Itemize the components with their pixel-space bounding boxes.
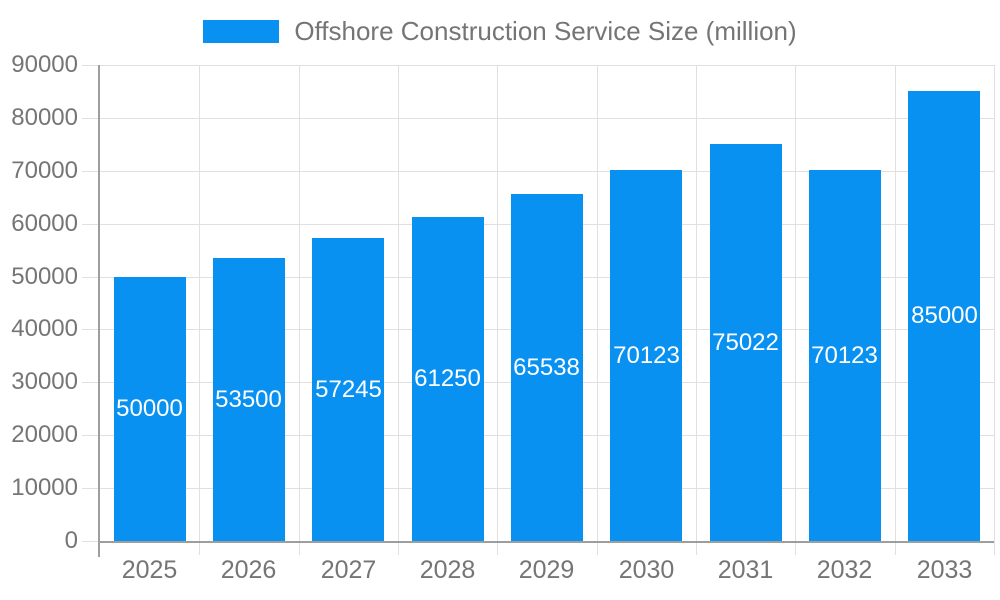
x-tick-label: 2029 xyxy=(518,556,575,584)
y-tick-label: 80000 xyxy=(11,104,78,131)
x-axis-tick xyxy=(299,541,300,555)
y-tick-label: 20000 xyxy=(11,421,78,448)
y-axis-tick xyxy=(82,171,100,172)
y-axis-tick xyxy=(82,224,100,225)
x-gridline xyxy=(497,65,498,541)
bar-value-label: 61250 xyxy=(414,365,481,392)
bar[interactable] xyxy=(610,170,682,541)
x-gridline xyxy=(398,65,399,541)
x-axis-tick xyxy=(895,541,896,555)
y-axis-tick xyxy=(82,277,100,278)
bar-value-label: 85000 xyxy=(911,302,978,329)
y-axis-tick xyxy=(82,435,100,436)
y-tick-label: 0 xyxy=(64,527,78,554)
y-axis-line xyxy=(98,65,100,557)
x-gridline xyxy=(299,65,300,541)
bar-value-label: 75022 xyxy=(712,329,779,356)
x-axis-tick xyxy=(994,541,995,555)
x-gridline xyxy=(199,65,200,541)
x-tick-label: 2025 xyxy=(121,556,178,584)
y-tick-label: 50000 xyxy=(11,263,78,290)
bar[interactable] xyxy=(908,91,980,541)
y-axis-tick xyxy=(82,382,100,383)
legend[interactable]: Offshore Construction Service Size (mill… xyxy=(0,16,1000,47)
y-tick-label: 40000 xyxy=(11,315,78,342)
x-axis-tick xyxy=(795,541,796,555)
x-axis-tick xyxy=(597,541,598,555)
bar-value-label: 53500 xyxy=(215,386,282,413)
bar[interactable] xyxy=(114,277,186,541)
y-axis-tick xyxy=(82,488,100,489)
y-gridline xyxy=(100,171,994,172)
x-axis-tick xyxy=(398,541,399,555)
x-tick-label: 2028 xyxy=(419,556,476,584)
x-tick-label: 2032 xyxy=(816,556,873,584)
x-tick-label: 2031 xyxy=(717,556,774,584)
bar[interactable] xyxy=(809,170,881,541)
y-axis-tick xyxy=(82,65,100,66)
y-tick-label: 70000 xyxy=(11,157,78,184)
x-gridline xyxy=(994,65,995,541)
x-tick-label: 2027 xyxy=(320,556,377,584)
x-gridline xyxy=(895,65,896,541)
bar[interactable] xyxy=(710,144,782,541)
y-axis-tick xyxy=(82,118,100,119)
bar-value-label: 57245 xyxy=(315,376,382,403)
y-tick-label: 90000 xyxy=(11,51,78,78)
bar-value-label: 65538 xyxy=(513,354,580,381)
bar-value-label: 70123 xyxy=(811,342,878,369)
y-tick-label: 30000 xyxy=(11,368,78,395)
x-gridline xyxy=(597,65,598,541)
x-axis-tick xyxy=(696,541,697,555)
y-axis-tick xyxy=(82,329,100,330)
legend-swatch xyxy=(203,20,280,43)
y-tick-label: 60000 xyxy=(11,210,78,237)
y-axis-tick xyxy=(82,541,100,542)
x-axis-tick xyxy=(497,541,498,555)
x-axis-line xyxy=(98,541,994,543)
bar-value-label: 50000 xyxy=(116,395,183,422)
x-tick-label: 2033 xyxy=(916,556,973,584)
y-gridline xyxy=(100,65,994,66)
bar[interactable] xyxy=(511,194,583,541)
y-gridline xyxy=(100,118,994,119)
x-gridline xyxy=(795,65,796,541)
bar-value-label: 70123 xyxy=(613,342,680,369)
x-axis-tick xyxy=(199,541,200,555)
legend-label: Offshore Construction Service Size (mill… xyxy=(294,16,797,46)
x-tick-label: 2030 xyxy=(618,556,675,584)
y-tick-label: 10000 xyxy=(11,474,78,501)
bar[interactable] xyxy=(213,258,285,541)
bar[interactable] xyxy=(412,217,484,541)
bar[interactable] xyxy=(312,238,384,541)
x-tick-label: 2026 xyxy=(220,556,277,584)
x-gridline xyxy=(696,65,697,541)
